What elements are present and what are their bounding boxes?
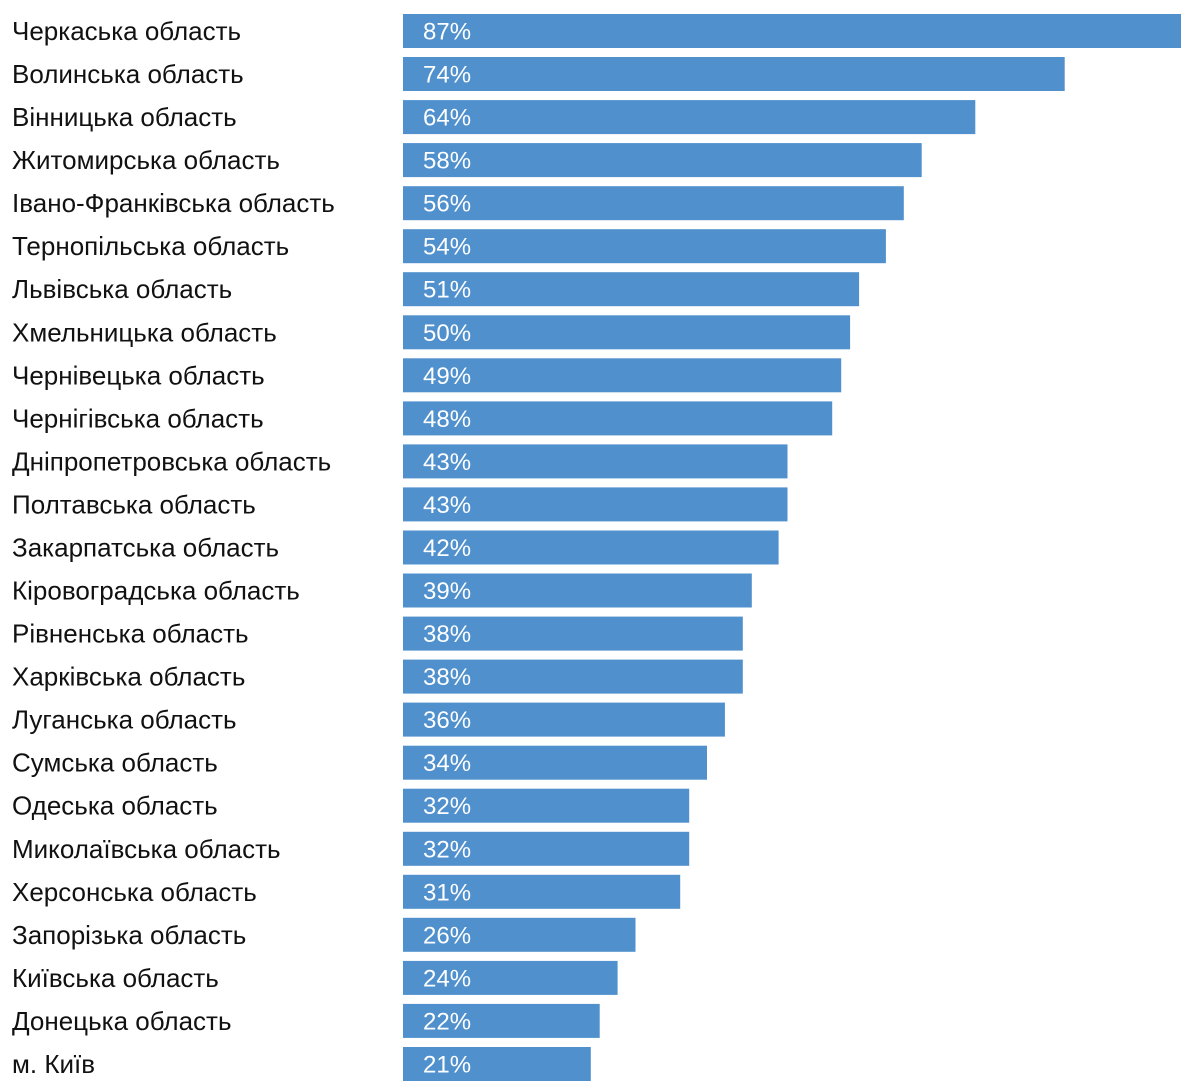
category-labels-group: Черкаська область Волинська область Вінниц… xyxy=(12,16,335,1079)
data-label: 50% xyxy=(423,320,471,347)
data-label: 56% xyxy=(423,191,471,218)
data-label: 49% xyxy=(423,363,471,390)
category-label: Київська область xyxy=(12,963,219,993)
category-label: м. Київ xyxy=(12,1049,95,1079)
category-label: Чернівецька область xyxy=(12,360,265,390)
category-label: Закарпатська область xyxy=(12,533,279,563)
category-label: Одеська область xyxy=(12,791,218,821)
bar xyxy=(403,874,681,909)
bar xyxy=(403,745,707,780)
category-label: Кіровоградська область xyxy=(12,576,300,606)
category-label: Черкаська область xyxy=(12,16,241,46)
category-label: Волинська область xyxy=(12,59,244,89)
data-label: 34% xyxy=(423,750,471,777)
data-label: 43% xyxy=(423,492,471,519)
data-label: 54% xyxy=(423,234,471,261)
data-label: 32% xyxy=(423,793,471,820)
bar xyxy=(403,788,690,823)
bar xyxy=(403,444,788,479)
category-label: Івано-Франківська область xyxy=(12,188,335,218)
bar xyxy=(403,100,976,135)
bar xyxy=(403,186,904,221)
data-label: 51% xyxy=(423,277,471,304)
data-label: 24% xyxy=(423,965,471,992)
data-label: 26% xyxy=(423,922,471,949)
category-label: Чернігівська область xyxy=(12,403,264,433)
bar xyxy=(403,401,833,436)
data-label: 87% xyxy=(423,19,471,46)
bars-group: 87% 74% 64% 58% 56% 54% 51% 50% 49% 48% 43% 43% 42% 3… xyxy=(403,14,1181,1081)
bar xyxy=(403,530,779,565)
category-label: Сумська область xyxy=(12,748,218,778)
bar xyxy=(403,831,690,866)
category-label: Рівненська область xyxy=(12,619,249,649)
data-label: 48% xyxy=(423,406,471,433)
data-label: 22% xyxy=(423,1008,471,1035)
bar xyxy=(403,315,851,350)
category-label: Миколаївська область xyxy=(12,834,281,864)
data-label: 21% xyxy=(423,1052,471,1079)
data-label: 38% xyxy=(423,664,471,691)
bar xyxy=(403,573,752,608)
bar xyxy=(403,143,922,178)
bar xyxy=(403,358,842,393)
category-label: Луганська область xyxy=(12,705,237,735)
category-label: Харківська область xyxy=(12,662,245,692)
data-label: 32% xyxy=(423,836,471,863)
data-label: 38% xyxy=(423,621,471,648)
bar xyxy=(403,917,636,952)
data-label: 39% xyxy=(423,578,471,605)
category-label: Львівська область xyxy=(12,274,232,304)
bar xyxy=(403,960,618,995)
category-label: Запорізька область xyxy=(12,920,246,950)
data-label: 64% xyxy=(423,105,471,132)
category-label: Полтавська область xyxy=(12,489,256,519)
data-label: 31% xyxy=(423,879,471,906)
bar xyxy=(403,1047,591,1081)
category-label: Житомирська область xyxy=(12,145,280,175)
bar xyxy=(403,229,886,264)
data-label: 42% xyxy=(423,535,471,562)
data-label: 43% xyxy=(423,449,471,476)
bar xyxy=(403,616,743,651)
category-label: Хмельницька область xyxy=(12,317,277,347)
bar xyxy=(403,1003,600,1038)
bar xyxy=(403,57,1065,91)
data-label: 74% xyxy=(423,62,471,89)
bar xyxy=(403,487,788,522)
bar xyxy=(403,14,1181,48)
bar xyxy=(403,702,725,737)
bar xyxy=(403,659,743,694)
bar xyxy=(403,272,860,307)
category-label: Дніпропетровська область xyxy=(12,446,331,476)
data-label: 58% xyxy=(423,148,471,175)
category-label: Вінницька область xyxy=(12,102,237,132)
category-label: Тернопільська область xyxy=(12,231,289,261)
category-label: Херсонська область xyxy=(12,877,257,907)
category-label: Донецька область xyxy=(12,1006,232,1036)
data-label: 36% xyxy=(423,707,471,734)
